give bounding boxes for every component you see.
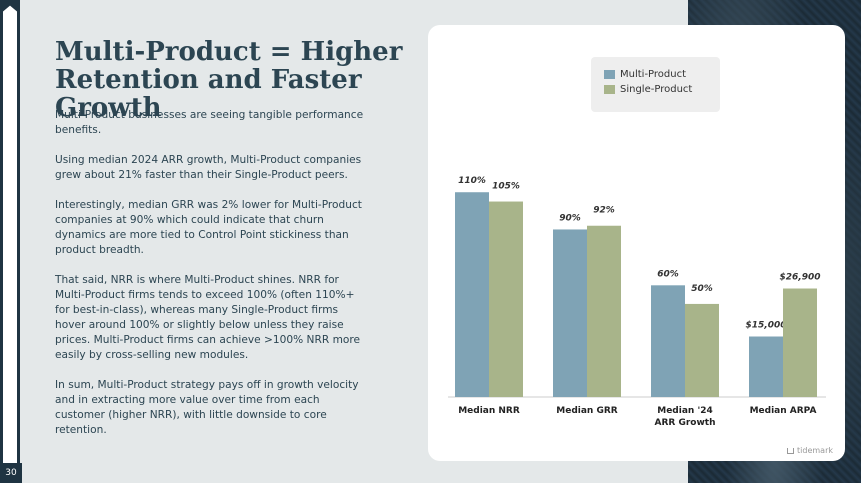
tidemark-logo-icon	[787, 447, 795, 454]
bar-single-1	[587, 225, 621, 397]
brand-logo: tidemark	[787, 446, 833, 455]
category-label-0: Median NRR	[458, 406, 520, 416]
category-label-2-line1: ARR Growth	[655, 418, 716, 428]
chart-card: 110% 105% Median NRR 90% 92% Median GRR 60% 50%…	[428, 25, 845, 461]
bar-single-0	[489, 201, 523, 397]
bar-single-3	[783, 288, 817, 397]
category-label-3: Median ARPA	[750, 406, 817, 416]
data-label-single-1: 92%	[593, 206, 615, 216]
legend-item-single: Single-Product	[604, 84, 692, 95]
legend-label-single: Single-Product	[620, 84, 693, 95]
slide-title: Multi-Product = Higher Retention and Fas…	[55, 37, 403, 123]
paragraph-3: Interestingly, median GRR was 2% lower f…	[55, 199, 362, 256]
category-label-2-line0: Median '24	[657, 406, 712, 416]
category-label-1: Median GRR	[556, 406, 618, 416]
body-text: Multi-Product businesses are seeing tang…	[55, 108, 365, 453]
paragraph-2: Using median 2024 ARR growth, Multi-Prod…	[55, 154, 362, 181]
rail-inner	[3, 0, 17, 483]
left-rail	[0, 0, 20, 483]
paragraph-5: In sum, Multi-Product strategy pays off …	[55, 379, 359, 436]
data-label-multi-3: $15,000	[746, 321, 787, 331]
legend-swatch-multi	[604, 70, 615, 79]
bar-multi-1	[553, 229, 587, 397]
bar-multi-2	[651, 285, 685, 397]
legend-label-multi: Multi-Product	[620, 69, 687, 80]
bar-multi-0	[455, 192, 489, 397]
data-label-single-0: 105%	[492, 182, 520, 192]
data-label-multi-0: 110%	[458, 176, 486, 186]
bar-chart: 110% 105% Median NRR 90% 92% Median GRR 60% 50%…	[448, 176, 826, 428]
data-label-multi-2: 60%	[657, 269, 679, 279]
chart-legend: Multi-Product Single-Product	[591, 57, 720, 112]
legend-swatch-single	[604, 85, 615, 94]
brand-name: tidemark	[797, 446, 833, 455]
legend-item-multi: Multi-Product	[604, 69, 686, 80]
data-label-multi-1: 90%	[559, 213, 581, 223]
paragraph-1: Multi-Product businesses are seeing tang…	[55, 109, 364, 136]
data-label-single-2: 50%	[691, 284, 713, 294]
bar-single-2	[685, 303, 719, 397]
bar-multi-3	[749, 336, 783, 397]
paragraph-4: That said, NRR is where Multi-Product sh…	[55, 274, 361, 361]
page-number: 30	[0, 463, 22, 483]
data-label-single-3: $26,900	[780, 273, 821, 283]
